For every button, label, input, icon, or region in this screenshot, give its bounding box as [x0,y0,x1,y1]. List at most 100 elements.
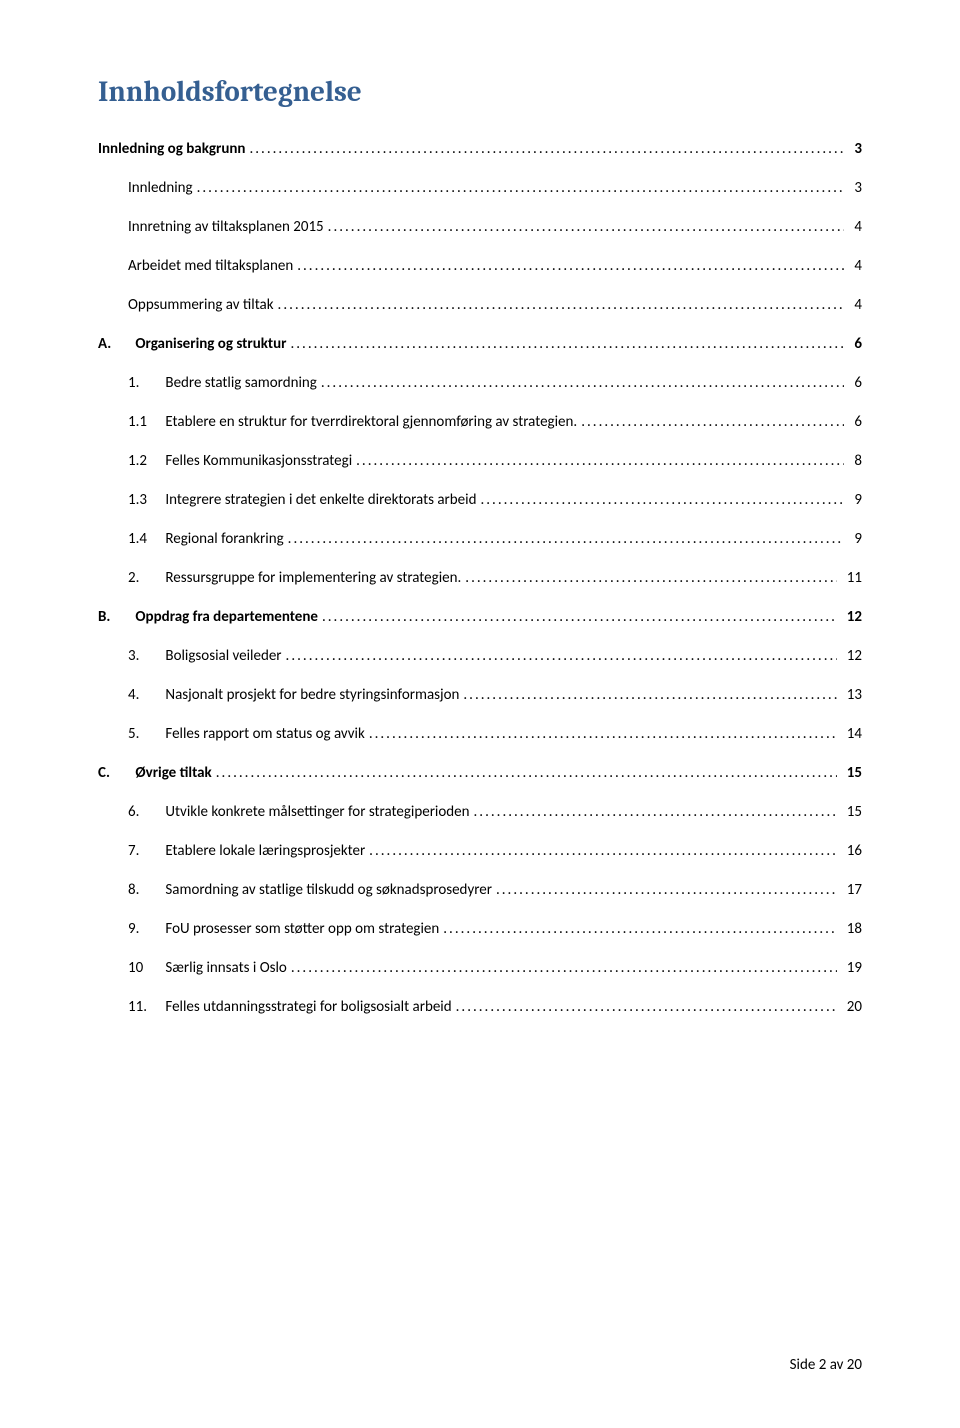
toc-entry-page: 15 [841,763,862,784]
toc-entry-text: Regional forankring [165,530,283,548]
toc-entry: 5. Felles rapport om status og avvik14 [98,724,862,745]
toc-entry-text: Etablere en struktur for tverrdirektoral… [165,413,577,431]
toc-leader-dots [443,919,837,940]
page-footer: Side 2 av 20 [790,1356,862,1374]
toc-entry-label: C. Øvrige tiltak [98,763,212,784]
toc-entry-text: Innledning og bakgrunn [98,140,245,158]
toc-leader-dots [286,646,837,667]
toc-entry-page: 13 [841,685,862,706]
toc-leader-dots [356,451,844,472]
toc-entry: 3. Boligsosial veileder 12 [98,646,862,667]
toc-entry: 9. FoU prosesser som støtter opp om stra… [98,919,862,940]
toc-entry-page: 19 [841,958,862,979]
toc-leader-dots [291,958,837,979]
toc-leader-dots [456,997,837,1018]
toc-entry-page: 4 [848,256,862,277]
toc-entry-page: 18 [841,919,862,940]
toc-entry: 10 Særlig innsats i Oslo 19 [98,958,862,979]
toc-entry: B. Oppdrag fra departementene 12 [98,607,862,628]
toc-entry: 7. Etablere lokale læringsprosjekter16 [98,841,862,862]
toc-entry-prefix: 6. [128,802,162,823]
toc-entry-text: Boligsosial veileder [165,647,281,665]
toc-leader-dots [321,373,845,394]
toc-entry-label: 8. Samordning av statlige tilskudd og sø… [128,880,492,901]
toc-entry-label: B. Oppdrag fra departementene [98,607,318,628]
toc-entry-text: Felles rapport om status og avvik [165,725,364,743]
toc-entry: 4. Nasjonalt prosjekt for bedre styrings… [98,685,862,706]
toc-entry: Innledning3 [98,178,862,199]
toc-entry-text: Utvikle konkrete målsettinger for strate… [165,803,469,821]
toc-entry-label: 1.2 Felles Kommunikasjonsstrategi [128,451,352,472]
toc-entry-prefix: 10 [128,958,162,979]
toc-entry-prefix: 7. [128,841,162,862]
toc-entry-page: 6 [848,412,862,433]
toc-leader-dots [290,334,844,355]
toc-entry-label: 9. FoU prosesser som støtter opp om stra… [128,919,439,940]
toc-entry-page: 20 [841,997,862,1018]
toc-entry: Innledning og bakgrunn3 [98,139,862,160]
toc-entry: 11. Felles utdanningsstrategi for boligs… [98,997,862,1018]
toc-entry-prefix: 4. [128,685,162,706]
toc-leader-dots [328,217,845,238]
toc-entry-label: 11. Felles utdanningsstrategi for boligs… [128,997,452,1018]
toc-entry-text: Ressursgruppe for implementering av stra… [165,569,461,587]
toc-leader-dots [369,841,837,862]
toc-leader-dots [463,685,836,706]
toc-entry-prefix: 11. [128,997,162,1018]
toc-entry-text: Integrere strategien i det enkelte direk… [165,491,476,509]
toc-entry-text: Særlig innsats i Oslo [165,959,286,977]
toc-entry-page: 12 [841,607,862,628]
toc-entry-prefix: 1.2 [128,451,162,472]
toc-entry: Oppsummering av tiltak4 [98,295,862,316]
toc-leader-dots [216,763,837,784]
toc-entry-label: A. Organisering og struktur [98,334,286,355]
toc-entry-page: 15 [841,802,862,823]
toc-entry: A. Organisering og struktur 6 [98,334,862,355]
toc-leader-dots [278,295,845,316]
toc-entry-label: 10 Særlig innsats i Oslo [128,958,287,979]
toc-leader-dots [297,256,844,277]
toc-entry-text: Felles Kommunikasjonsstrategi [165,452,352,470]
toc-leader-dots [496,880,837,901]
toc-entry-text: Innledning [128,179,193,197]
toc-entry: Innretning av tiltaksplanen 20154 [98,217,862,238]
toc-entry-prefix: 9. [128,919,162,940]
toc-entry: 6. Utvikle konkrete målsettinger for str… [98,802,862,823]
toc-entry-text: FoU prosesser som støtter opp om strateg… [165,920,439,938]
toc-entry: 1. Bedre statlig samordning6 [98,373,862,394]
toc-entry-prefix: 5. [128,724,162,745]
toc-entry-text: Samordning av statlige tilskudd og søkna… [165,881,492,899]
toc-entry-page: 12 [841,646,862,667]
toc-entry: 1.1 Etablere en struktur for tverrdirekt… [98,412,862,433]
toc-entry-label: 4. Nasjonalt prosjekt for bedre styrings… [128,685,459,706]
toc-entry: C. Øvrige tiltak 15 [98,763,862,784]
toc-leader-dots [465,568,837,589]
toc-entry-prefix: 1.1 [128,412,162,433]
toc-entry-page: 6 [848,334,862,355]
toc-entry-label: 3. Boligsosial veileder [128,646,282,667]
toc-entry-label: 2. Ressursgruppe for implementering av s… [128,568,461,589]
toc-title: Innholdsfortegnelse [98,76,862,109]
toc-entry-label: Arbeidet med tiltaksplanen [128,256,293,277]
toc-leader-dots [474,802,837,823]
toc-entry-text: Etablere lokale læringsprosjekter [165,842,365,860]
toc-entry-page: 17 [841,880,862,901]
toc-entry-prefix: 1.3 [128,490,162,511]
toc-entry-prefix: B. [98,607,132,628]
toc-entry-prefix: C. [98,763,132,784]
toc-entry-label: Oppsummering av tiltak [128,295,274,316]
toc-entry-prefix: 1.4 [128,529,162,550]
toc-entry-text: Innretning av tiltaksplanen 2015 [128,218,324,236]
toc-entry-page: 9 [848,529,862,550]
toc-entry-text: Organisering og struktur [135,335,286,353]
toc-list: Innledning og bakgrunn3 Innledning3 Innret… [98,139,862,1018]
toc-entry: 8. Samordning av statlige tilskudd og sø… [98,880,862,901]
toc-entry: 1.2 Felles Kommunikasjonsstrategi8 [98,451,862,472]
toc-entry-text: Felles utdanningsstrategi for boligsosia… [165,998,451,1016]
toc-leader-dots [581,412,844,433]
toc-entry-label: 6. Utvikle konkrete målsettinger for str… [128,802,470,823]
toc-leader-dots [249,139,844,160]
document-page: Innholdsfortegnelse Innledning og bakgru… [0,0,960,1018]
toc-entry-label: 5. Felles rapport om status og avvik [128,724,365,745]
toc-entry-label: Innledning og bakgrunn [98,139,245,160]
